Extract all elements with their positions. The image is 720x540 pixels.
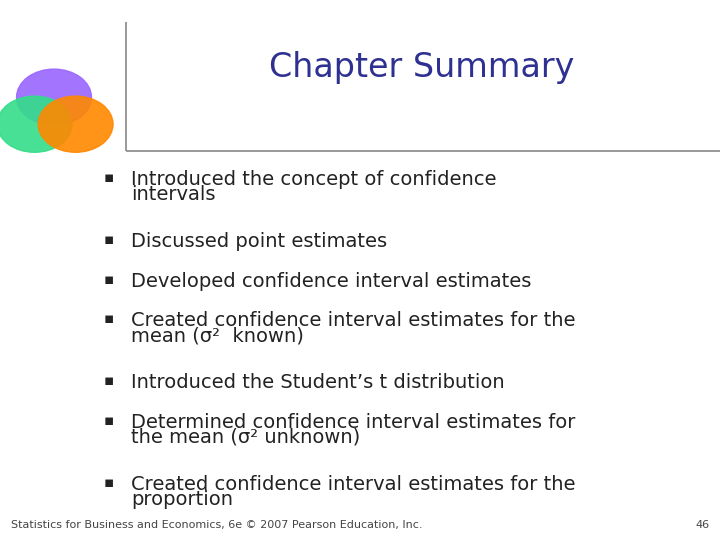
Text: Discussed point estimates: Discussed point estimates: [131, 232, 387, 251]
Text: ▪: ▪: [104, 170, 114, 185]
Text: 46: 46: [695, 520, 709, 530]
Text: ▪: ▪: [104, 373, 114, 388]
Circle shape: [17, 69, 91, 125]
Text: ▪: ▪: [104, 413, 114, 428]
Circle shape: [38, 96, 113, 152]
Text: Chapter Summary: Chapter Summary: [269, 51, 574, 84]
Text: Determined confidence interval estimates for: Determined confidence interval estimates…: [131, 413, 575, 431]
Text: Created confidence interval estimates for the: Created confidence interval estimates fo…: [131, 311, 575, 330]
Text: mean (σ²  known): mean (σ² known): [131, 326, 304, 345]
Circle shape: [0, 96, 72, 152]
Text: ▪: ▪: [104, 272, 114, 287]
Text: Statistics for Business and Economics, 6e © 2007 Pearson Education, Inc.: Statistics for Business and Economics, 6…: [11, 520, 423, 530]
Text: Created confidence interval estimates for the: Created confidence interval estimates fo…: [131, 475, 575, 494]
Text: the mean (σ² unknown): the mean (σ² unknown): [131, 428, 360, 447]
Text: ▪: ▪: [104, 475, 114, 490]
Text: ▪: ▪: [104, 311, 114, 326]
Text: Developed confidence interval estimates: Developed confidence interval estimates: [131, 272, 531, 291]
Text: intervals: intervals: [131, 185, 215, 204]
Text: ▪: ▪: [104, 232, 114, 247]
Text: Introduced the Student’s t distribution: Introduced the Student’s t distribution: [131, 373, 505, 392]
Text: Introduced the concept of confidence: Introduced the concept of confidence: [131, 170, 497, 189]
Text: proportion: proportion: [131, 490, 233, 509]
